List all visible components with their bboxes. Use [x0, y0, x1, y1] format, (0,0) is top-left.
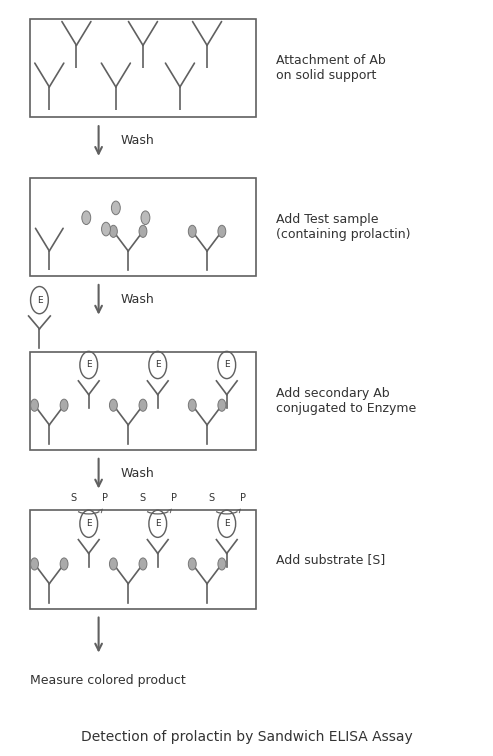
Text: P: P [171, 494, 176, 503]
Text: Measure colored product: Measure colored product [30, 674, 185, 687]
Bar [30, 352, 256, 450]
Circle shape [141, 211, 150, 225]
Circle shape [31, 399, 38, 411]
Text: S: S [70, 494, 76, 503]
Text: Wash: Wash [121, 293, 154, 306]
Text: E: E [86, 361, 92, 370]
Text: E: E [155, 361, 161, 370]
Text: P: P [102, 494, 107, 503]
Circle shape [139, 558, 147, 570]
Circle shape [139, 399, 147, 411]
Text: P: P [240, 494, 246, 503]
Circle shape [188, 225, 196, 237]
Circle shape [109, 225, 117, 237]
Circle shape [109, 558, 117, 570]
Text: Detection of prolactin by Sandwich ELISA Assay: Detection of prolactin by Sandwich ELISA… [81, 730, 412, 744]
Circle shape [60, 399, 68, 411]
Circle shape [102, 222, 110, 236]
Text: Add Test sample
(containing prolactin): Add Test sample (containing prolactin) [276, 212, 411, 241]
Text: E: E [224, 361, 230, 370]
Text: Add secondary Ab
conjugated to Enzyme: Add secondary Ab conjugated to Enzyme [276, 386, 416, 415]
Circle shape [109, 399, 117, 411]
Circle shape [82, 211, 91, 225]
Bar [30, 510, 256, 609]
Circle shape [188, 399, 196, 411]
Text: E: E [86, 519, 92, 528]
Bar [30, 178, 256, 276]
Text: S: S [139, 494, 145, 503]
Text: S: S [208, 494, 214, 503]
Text: E: E [36, 296, 42, 305]
Circle shape [218, 225, 226, 237]
Bar [30, 19, 256, 117]
Circle shape [139, 225, 147, 237]
Circle shape [31, 558, 38, 570]
Circle shape [218, 558, 226, 570]
Circle shape [60, 558, 68, 570]
Text: Add substrate [S]: Add substrate [S] [276, 553, 386, 566]
Circle shape [218, 399, 226, 411]
Circle shape [188, 558, 196, 570]
Text: Attachment of Ab
on solid support: Attachment of Ab on solid support [276, 54, 386, 82]
Text: Wash: Wash [121, 135, 154, 147]
Circle shape [111, 201, 120, 215]
Text: E: E [224, 519, 230, 528]
Text: E: E [155, 519, 161, 528]
Text: Wash: Wash [121, 467, 154, 480]
